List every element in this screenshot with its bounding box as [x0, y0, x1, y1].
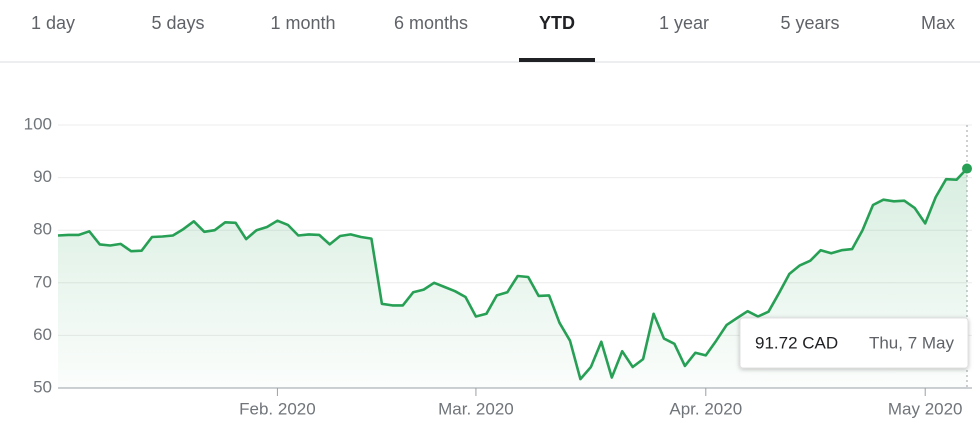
tab[interactable]: Max [921, 13, 955, 33]
tab[interactable]: 5 days [151, 13, 204, 33]
y-tick-label: 50 [33, 377, 52, 396]
tab[interactable]: 1 year [659, 13, 709, 33]
tab[interactable]: 5 years [780, 13, 839, 33]
tab[interactable]: 1 month [270, 13, 335, 33]
y-tick-label: 70 [33, 272, 52, 291]
y-tick-label: 80 [33, 220, 52, 239]
tab[interactable]: 6 months [394, 13, 468, 33]
x-tick-label: Feb. 2020 [239, 399, 316, 418]
tooltip [739, 317, 969, 369]
y-tick-label: 60 [33, 325, 52, 344]
tab[interactable]: YTD [539, 13, 575, 33]
y-tick-label: 90 [33, 167, 52, 186]
x-tick-label: Apr. 2020 [669, 399, 742, 418]
y-tick-label: 100 [24, 114, 52, 133]
tab-underline [519, 58, 595, 62]
tooltip-value: 91.72 CAD [755, 333, 838, 352]
price-line [57, 167, 968, 381]
x-tick-label: May 2020 [888, 399, 963, 418]
tab[interactable]: 1 day [31, 13, 75, 33]
x-tick-label: Mar. 2020 [438, 399, 514, 418]
tooltip-date: Thu, 7 May [869, 333, 955, 352]
hover-dot [962, 163, 972, 174]
